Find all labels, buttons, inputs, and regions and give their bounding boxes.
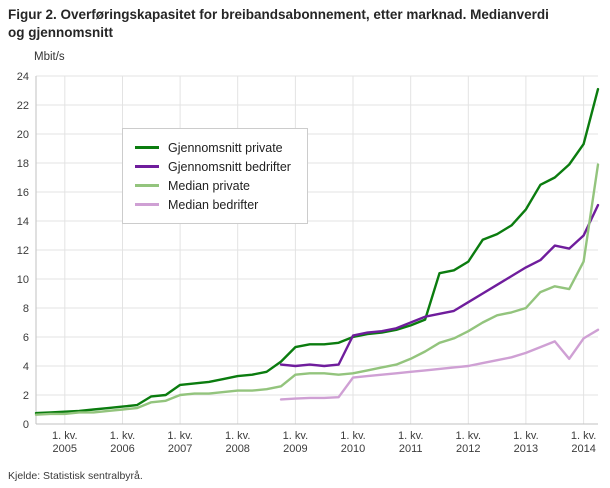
y-tick-label: 24 [17,71,29,83]
x-tick-label-quarter: 1. kv. [571,430,596,442]
series-line-gjennomsnitt-bedrifter [279,203,600,368]
x-tick-label-quarter: 1. kv. [167,430,192,442]
x-tick-label-year: 2009 [283,443,307,455]
y-tick-label: 0 [23,419,29,431]
x-tick-label-quarter: 1. kv. [398,430,423,442]
y-tick-label: 8 [23,303,29,315]
x-tick-label-year: 2007 [168,443,192,455]
chart-legend: Gjennomsnitt private Gjennomsnitt bedrift… [122,128,308,224]
x-tick-label-quarter: 1. kv. [456,430,481,442]
series-line-median-private [34,163,600,416]
y-tick-label: 6 [23,332,29,344]
legend-label: Gjennomsnitt bedrifter [168,159,291,174]
y-tick-label: 16 [17,187,29,199]
legend-item: Median bedrifter [135,195,291,214]
x-tick-label-year: 2014 [571,443,595,455]
legend-swatch [135,184,159,187]
legend-label: Gjennomsnitt private [168,140,283,155]
legend-label: Median private [168,178,250,193]
legend-swatch [135,146,159,149]
y-tick-label: 12 [17,245,29,257]
x-tick-label-quarter: 1. kv. [52,430,77,442]
x-tick-label-quarter: 1. kv. [283,430,308,442]
x-tick-label-year: 2011 [399,443,423,455]
x-tick-label-year: 2013 [514,443,538,455]
x-tick-label-quarter: 1. kv. [225,430,250,442]
y-tick-label: 4 [23,361,29,373]
legend-swatch [135,203,159,206]
y-tick-label: 20 [17,129,29,141]
x-tick-label-year: 2008 [225,443,249,455]
legend-item: Gjennomsnitt bedrifter [135,157,291,176]
legend-item: Median private [135,176,291,195]
y-tick-label: 10 [17,274,29,286]
series-line-median-bedrifter [279,328,600,401]
x-tick-label-quarter: 1. kv. [110,430,135,442]
source-note: Kjelde: Statistisk sentralbyrå. [8,470,143,482]
y-tick-label: 18 [17,158,29,170]
chart-title: Figur 2. Overføringskapasitet for breiba… [8,7,549,40]
legend-item: Gjennomsnitt private [135,138,291,157]
x-tick-label-quarter: 1. kv. [340,430,365,442]
y-tick-label: 22 [17,100,29,112]
legend-swatch [135,165,159,168]
legend-label: Median bedrifter [168,197,259,212]
x-tick-label-year: 2012 [456,443,480,455]
x-tick-label-year: 2010 [341,443,365,455]
y-tick-label: 14 [17,216,29,228]
x-tick-label-year: 2006 [110,443,134,455]
series-line-gjennomsnitt-private [34,87,600,415]
x-tick-label-quarter: 1. kv. [513,430,538,442]
y-tick-label: 2 [23,390,29,402]
x-tick-label-year: 2005 [53,443,77,455]
y-axis-unit-label: Mbit/s [34,51,65,63]
